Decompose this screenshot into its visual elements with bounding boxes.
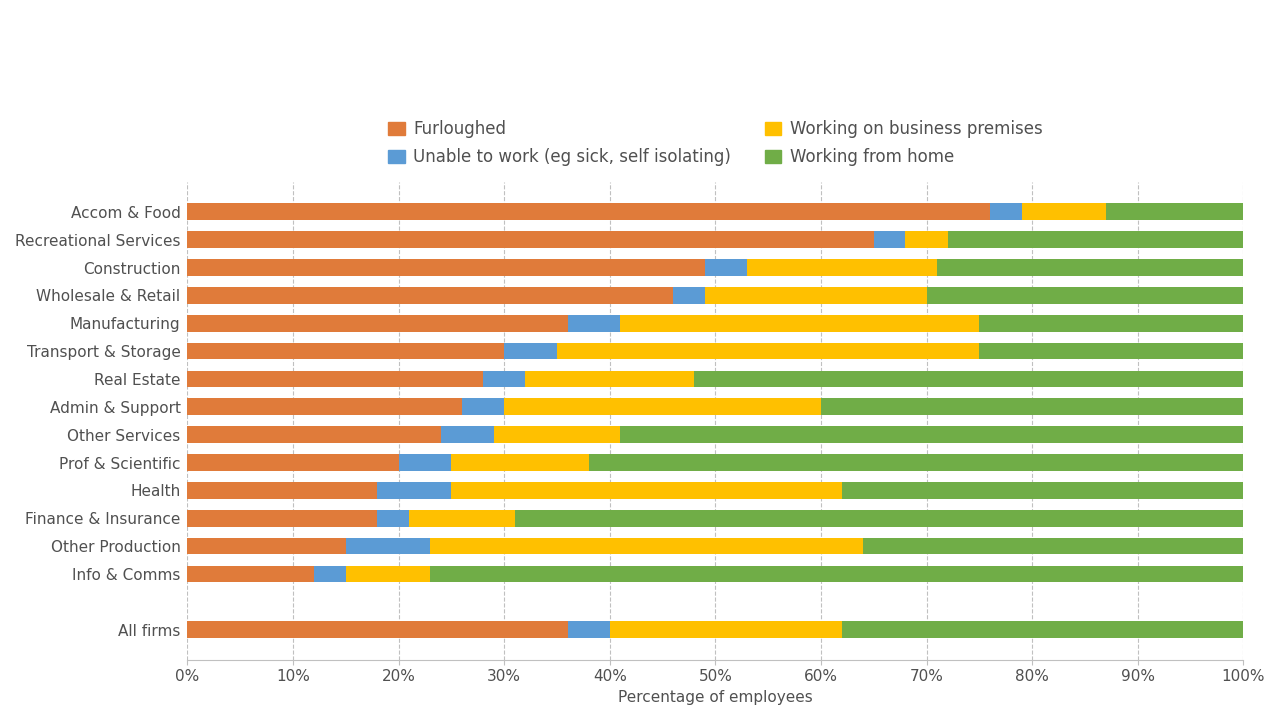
- Bar: [430, 538, 863, 554]
- Bar: [567, 315, 621, 332]
- Bar: [989, 204, 1021, 220]
- Bar: [483, 371, 525, 387]
- Bar: [187, 538, 346, 554]
- Bar: [494, 426, 621, 443]
- Bar: [187, 231, 874, 248]
- Bar: [673, 287, 705, 304]
- Bar: [589, 454, 1243, 471]
- Bar: [705, 287, 927, 304]
- Bar: [462, 398, 504, 415]
- Bar: [346, 538, 430, 554]
- Bar: [905, 231, 947, 248]
- Bar: [874, 231, 905, 248]
- Bar: [927, 287, 1243, 304]
- Bar: [410, 510, 515, 526]
- Bar: [979, 343, 1243, 359]
- Bar: [609, 621, 842, 638]
- Bar: [820, 398, 1243, 415]
- Bar: [187, 204, 989, 220]
- Bar: [515, 510, 1243, 526]
- Bar: [937, 259, 1243, 276]
- Bar: [346, 566, 430, 582]
- Bar: [314, 566, 346, 582]
- Bar: [504, 343, 557, 359]
- Bar: [187, 259, 705, 276]
- Bar: [398, 454, 452, 471]
- Bar: [187, 426, 440, 443]
- Bar: [842, 482, 1243, 499]
- Bar: [452, 482, 842, 499]
- Bar: [187, 454, 398, 471]
- Bar: [525, 371, 694, 387]
- Bar: [430, 566, 1243, 582]
- Bar: [1106, 204, 1243, 220]
- Bar: [187, 287, 673, 304]
- Bar: [557, 343, 979, 359]
- Bar: [452, 454, 589, 471]
- Bar: [504, 398, 820, 415]
- Bar: [187, 315, 567, 332]
- Bar: [947, 231, 1243, 248]
- Legend: Furloughed, Unable to work (eg sick, self isolating), Working on business premis: Furloughed, Unable to work (eg sick, sel…: [381, 114, 1050, 173]
- Bar: [187, 621, 567, 638]
- Bar: [567, 621, 609, 638]
- Bar: [694, 371, 1243, 387]
- Bar: [187, 510, 378, 526]
- Bar: [979, 315, 1243, 332]
- Bar: [705, 259, 748, 276]
- Bar: [187, 482, 378, 499]
- Bar: [378, 482, 452, 499]
- X-axis label: Percentage of employees: Percentage of employees: [618, 690, 813, 705]
- Bar: [842, 621, 1243, 638]
- Bar: [378, 510, 410, 526]
- Bar: [748, 259, 937, 276]
- Bar: [621, 426, 1243, 443]
- Bar: [863, 538, 1243, 554]
- Bar: [440, 426, 494, 443]
- Bar: [621, 315, 979, 332]
- Bar: [187, 566, 314, 582]
- Bar: [1021, 204, 1106, 220]
- Bar: [187, 343, 504, 359]
- Bar: [187, 398, 462, 415]
- Bar: [187, 371, 483, 387]
